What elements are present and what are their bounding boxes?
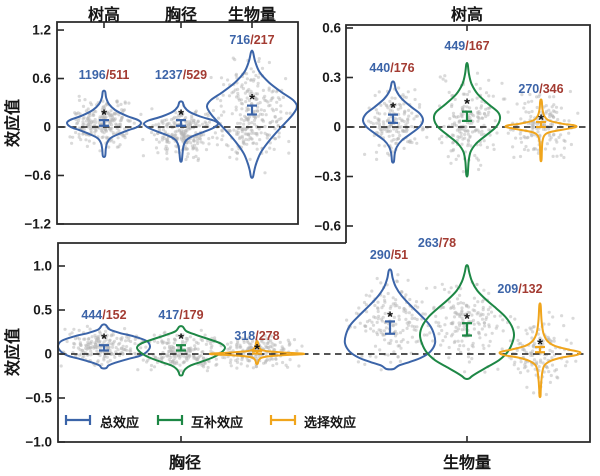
y-tick-label: −0.3 xyxy=(314,169,341,184)
y-tick-label: 0 xyxy=(43,120,51,135)
y-axis-label-inset: 效应值 xyxy=(5,99,22,148)
legend-label-total-effect: 总效应 xyxy=(100,415,140,430)
legend-label-complementarity-effect: 互补效应 xyxy=(191,415,244,430)
significance-star: * xyxy=(464,96,470,113)
violin-outline-selection xyxy=(498,302,582,399)
significance-star: * xyxy=(464,310,470,327)
sample-count-label: 263/78 xyxy=(418,236,456,250)
y-tick-label: −0.5 xyxy=(25,391,52,406)
mean-error-bar-selection xyxy=(252,349,262,355)
sample-count-label: 417/179 xyxy=(158,308,203,322)
sample-count-label: 318/278 xyxy=(234,329,279,343)
mean-error-bar-total xyxy=(99,119,109,127)
panel-title-tree-height: 树高 xyxy=(450,7,483,24)
legend-marker-selection xyxy=(269,415,297,425)
x-axis-label-biomass: 生物量 xyxy=(442,455,491,472)
y-tick-label: −1.2 xyxy=(24,216,51,231)
significance-star: * xyxy=(178,331,184,348)
legend-label-selection-effect: 选择效应 xyxy=(304,415,357,430)
mean-error-bar-complementarity xyxy=(462,322,472,337)
significance-star: * xyxy=(178,107,184,124)
x-axis-label-dbh: 胸径 xyxy=(168,455,201,472)
legend-marker-complementarity xyxy=(156,415,184,425)
sample-count-label: 444/152 xyxy=(81,308,126,322)
mean-error-bar-complementarity xyxy=(462,110,472,122)
significance-star: * xyxy=(101,107,107,124)
column-label-dbh: 胸径 xyxy=(164,7,197,24)
mean-error-bar-total xyxy=(385,320,395,335)
panel-inset-net-effects: * 1196/511 * 1237/529 * 716/217 1.2 0.6 0 −0.6 −1.… xyxy=(24,21,299,231)
violin-outline-total xyxy=(362,80,424,164)
panel-border xyxy=(57,24,591,443)
violin-outline-total xyxy=(343,268,437,371)
mean-error-bar-total xyxy=(388,113,398,124)
sample-count-label: 1237/529 xyxy=(155,68,207,82)
mean-error-bar-total xyxy=(176,119,186,127)
significance-star: * xyxy=(537,336,543,353)
column-label-biomass: 生物量 xyxy=(227,7,276,24)
violin-outline-total xyxy=(66,89,142,158)
violin-outline-selection xyxy=(504,98,578,163)
significance-star: * xyxy=(538,111,544,128)
significance-star: * xyxy=(390,100,396,117)
significance-star: * xyxy=(254,341,260,358)
y-tick-label: −0.6 xyxy=(314,219,341,234)
y-tick-label: 0.5 xyxy=(33,303,52,318)
violin-outline-total xyxy=(205,49,298,179)
panel-dbh-biomass: *444/152*417/179*318/278*290/51*263/78*2… xyxy=(25,24,591,450)
y-axis-label-bottom: 效应值 xyxy=(5,328,22,377)
legend-marker-total xyxy=(64,415,92,425)
violin-outline-total xyxy=(143,100,219,163)
sample-count-label: 440/176 xyxy=(369,61,414,75)
y-tick-label: 0.3 xyxy=(322,70,341,85)
column-label-tree-height: 树高 xyxy=(87,7,120,24)
y-tick-label: 0 xyxy=(44,347,52,362)
y-tick-label: 1.2 xyxy=(32,23,51,38)
mean-error-bar-selection xyxy=(536,120,546,129)
y-tick-label: −1.0 xyxy=(25,435,52,450)
violin-outline-complementarity xyxy=(432,62,502,178)
sample-count-label: 1196/511 xyxy=(79,68,130,82)
violin-outline-selection xyxy=(208,340,306,366)
sample-count-label: 270/346 xyxy=(518,82,563,96)
significance-star: * xyxy=(249,91,255,108)
mean-error-bar-selection xyxy=(535,345,545,354)
y-tick-label: 1.0 xyxy=(33,259,52,274)
y-tick-label: 0.6 xyxy=(322,21,341,36)
significance-star: * xyxy=(101,331,107,348)
mean-error-bar-total xyxy=(99,344,109,352)
violin-outline-complementarity xyxy=(418,264,516,380)
sample-count-label: 290/51 xyxy=(370,248,408,262)
mean-error-bar-complementarity xyxy=(176,344,186,352)
panel-height-effects: * 440/176 * 449/167 * 270/346 0.6 0.3 0 −0.3 −0.6 xyxy=(314,21,588,234)
significance-star: * xyxy=(387,309,393,326)
sample-count-label: 716/217 xyxy=(229,33,274,47)
sample-count-label: 449/167 xyxy=(444,39,489,53)
y-tick-label: 0 xyxy=(333,120,341,135)
y-tick-label: −0.6 xyxy=(24,168,51,183)
mean-error-bar-total xyxy=(247,104,257,116)
sample-count-label: 209/132 xyxy=(497,282,542,296)
panel-border xyxy=(56,21,299,225)
y-tick-label: 0.6 xyxy=(32,71,51,86)
violin-outline-complementarity xyxy=(136,325,226,377)
